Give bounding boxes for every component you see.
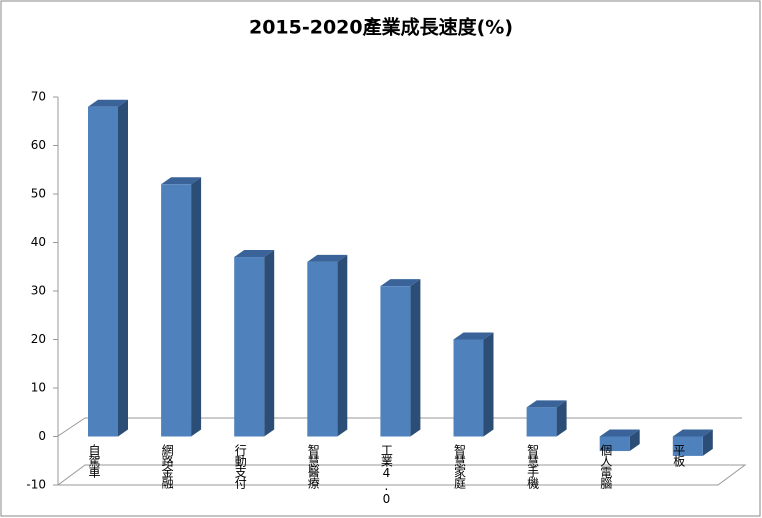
bar-top	[672, 429, 713, 437]
bar-side	[483, 332, 494, 437]
y-tick-label: 40	[31, 235, 46, 249]
x-tick-label: 行動支付	[233, 444, 247, 490]
bar-top	[599, 429, 640, 437]
bar	[599, 436, 630, 452]
bar-top	[307, 254, 348, 262]
bar	[380, 286, 411, 437]
bar	[88, 106, 118, 437]
bar-side	[629, 429, 640, 452]
bar-top	[88, 99, 128, 107]
zero-plane	[57, 417, 742, 437]
bar-side	[264, 250, 275, 437]
x-tick-label: 自駕車	[87, 444, 101, 479]
bar	[453, 339, 484, 437]
bar-top	[234, 250, 275, 258]
bar-side	[410, 279, 421, 437]
bar	[234, 257, 265, 437]
y-tick-label: 60	[31, 138, 46, 152]
x-tick-label: 智慧家庭	[453, 443, 467, 490]
y-tick-label: 20	[31, 332, 46, 346]
y-tick-label: -10	[26, 478, 46, 492]
y-tick-label: 10	[31, 381, 46, 395]
bar-top	[380, 279, 421, 287]
x-tick-label: 網路金融	[160, 444, 174, 490]
y-tick-label: 70	[31, 90, 46, 104]
y-tick-label: 30	[31, 284, 46, 298]
bar	[307, 261, 338, 437]
bar-side	[337, 254, 348, 437]
bar-top	[161, 177, 202, 185]
bar	[161, 184, 192, 437]
x-tick-label: 平板	[672, 444, 686, 468]
bar-side	[191, 177, 202, 437]
bar	[672, 436, 703, 456]
chart-title: 2015-2020產業成長速度(%)	[249, 16, 513, 39]
x-tick-label: 智慧醫療	[306, 443, 320, 489]
x-tick-label: 個人電腦	[599, 444, 613, 490]
bar-side	[118, 99, 128, 437]
bar-side	[556, 400, 567, 437]
bar-side	[702, 429, 713, 456]
x-tick-label: 工業4.0	[379, 444, 393, 505]
floor	[56, 464, 747, 486]
y-tick-label: 50	[31, 187, 46, 201]
bar	[526, 407, 557, 437]
bar-top	[453, 332, 494, 340]
y-tick-label: 0	[38, 429, 46, 443]
bar-top	[526, 400, 567, 408]
x-tick-label: 智慧手機	[526, 443, 540, 489]
